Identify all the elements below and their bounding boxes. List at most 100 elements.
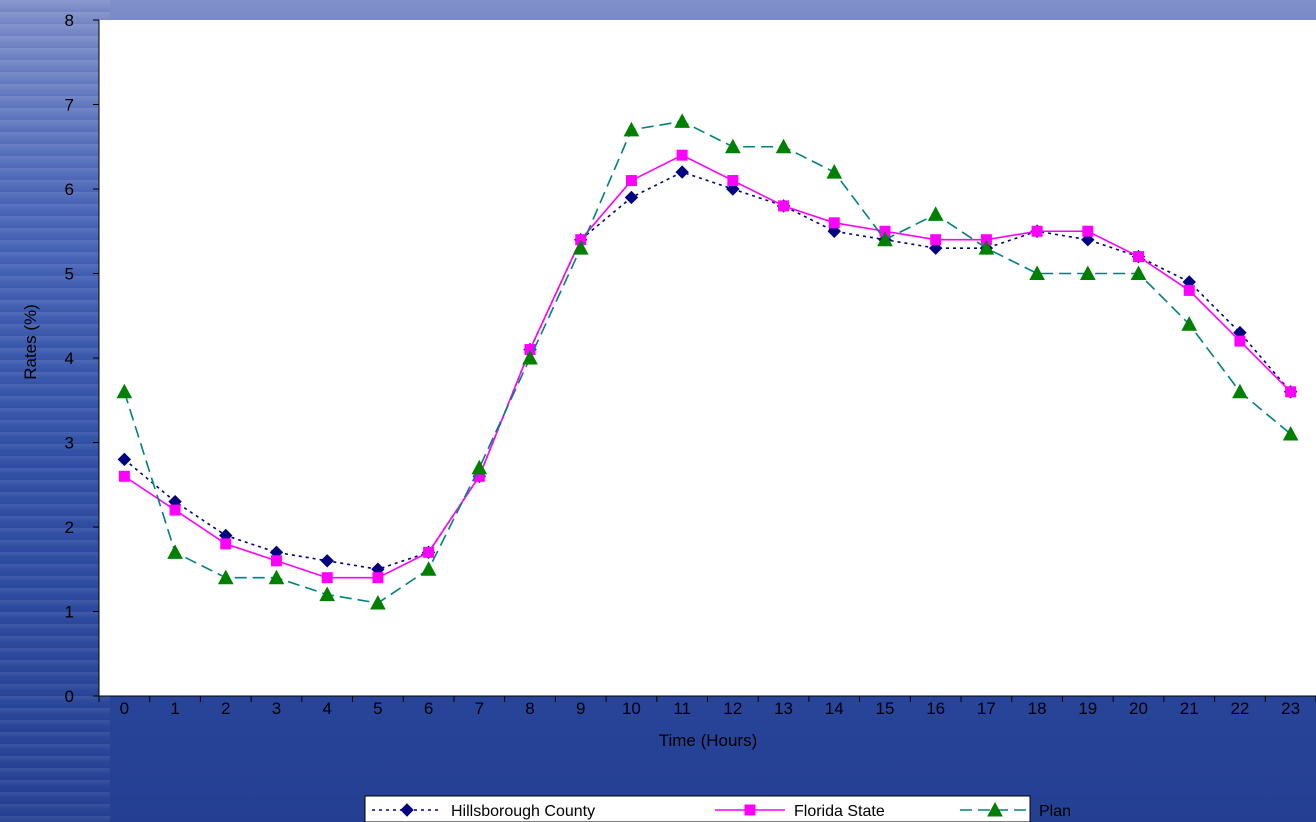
- x-tick-label: 11: [673, 699, 691, 718]
- data-point: [420, 561, 437, 576]
- data-point: [927, 206, 944, 221]
- data-point: [1181, 316, 1198, 331]
- data-point: [1183, 284, 1195, 296]
- x-tick-label: 12: [723, 699, 742, 718]
- data-point: [372, 572, 384, 584]
- data-point: [270, 555, 282, 567]
- x-tick-label: 15: [876, 699, 895, 718]
- data-point: [826, 164, 843, 179]
- x-tick-label: 20: [1129, 699, 1148, 718]
- y-tick-label: 7: [65, 96, 74, 115]
- legend-label: Hillsborough County: [451, 803, 595, 820]
- x-tick-label: 22: [1230, 699, 1249, 718]
- x-tick-label: 3: [272, 699, 281, 718]
- data-point: [675, 165, 689, 179]
- x-tick-label: 4: [322, 699, 331, 718]
- series-line: [123, 171, 1292, 571]
- x-tick-label: 18: [1028, 699, 1047, 718]
- x-tick-label: 7: [475, 699, 484, 718]
- data-point: [1282, 425, 1299, 441]
- data-point: [624, 190, 639, 205]
- x-tick-label: 14: [825, 699, 844, 718]
- data-point: [220, 538, 232, 550]
- axes: [93, 19, 1316, 702]
- y-tick-label: 0: [65, 687, 74, 706]
- data-point: [522, 349, 538, 365]
- data-point: [877, 231, 893, 247]
- x-tick-label: 1: [170, 699, 179, 718]
- x-tick-label: 8: [525, 699, 534, 718]
- data-point: [978, 240, 995, 255]
- background-water: [0, 0, 110, 822]
- data-point: [217, 569, 234, 585]
- data-point: [676, 149, 688, 161]
- x-tick-label: 2: [221, 699, 230, 718]
- data-point: [930, 234, 942, 246]
- data-point: [1232, 383, 1248, 399]
- series-plan: [116, 113, 1299, 610]
- data-point: [320, 554, 334, 568]
- y-tick-label: 5: [65, 265, 74, 284]
- data-point: [775, 138, 792, 154]
- data-point: [778, 200, 790, 212]
- legend-label: Florida State: [794, 803, 885, 820]
- data-point: [471, 459, 488, 475]
- legend-marker: [400, 803, 414, 817]
- data-point: [1285, 386, 1297, 398]
- data-point: [423, 546, 435, 558]
- data-point: [1130, 265, 1147, 280]
- data-point: [321, 572, 333, 584]
- data-point: [674, 113, 690, 128]
- data-point: [1079, 265, 1096, 280]
- data-point: [319, 586, 336, 602]
- y-tick-label: 1: [65, 603, 74, 622]
- data-point: [117, 452, 132, 467]
- x-tick-label: 9: [576, 699, 585, 718]
- y-axis-title: Rates (%): [21, 304, 40, 380]
- data-point: [1133, 251, 1145, 263]
- legend-label: Plan: [1039, 803, 1071, 820]
- series-line: [123, 120, 1292, 604]
- series-layer: [116, 113, 1299, 610]
- legend: Hillsborough County Florida State Plan: [364, 795, 1071, 822]
- x-tick-label: 0: [120, 699, 129, 718]
- data-point: [169, 504, 181, 516]
- data-point: [268, 569, 285, 585]
- x-axis-title: Time (Hours): [659, 731, 758, 750]
- data-point: [167, 544, 183, 559]
- data-point: [828, 217, 840, 229]
- data-point: [625, 175, 637, 187]
- y-tick-label: 2: [65, 518, 74, 537]
- x-tick-labels: 0 1 2 3 4 5 6 7 8 9 10 11 12 13 14 15 16 17 18 19 20 21 22 23: [120, 699, 1300, 718]
- data-point: [1031, 225, 1043, 237]
- data-point: [725, 138, 741, 154]
- y-tick-label: 3: [65, 434, 74, 453]
- data-point: [1082, 225, 1094, 237]
- data-point: [370, 594, 386, 610]
- data-point: [727, 175, 739, 187]
- y-tick-labels: 0 1 2 3 4 5 6 7 8: [65, 11, 74, 706]
- data-point: [623, 121, 640, 137]
- legend-marker: [744, 804, 756, 816]
- plot-area: [99, 20, 1316, 696]
- data-point: [572, 240, 589, 255]
- x-tick-label: 5: [373, 699, 382, 718]
- y-tick-label: 8: [65, 11, 74, 30]
- x-tick-label: 6: [424, 699, 433, 718]
- x-tick-label: 17: [977, 699, 996, 718]
- x-tick-label: 19: [1078, 699, 1097, 718]
- x-tick-label: 13: [774, 699, 793, 718]
- y-tick-label: 4: [65, 349, 74, 368]
- data-point: [116, 383, 133, 399]
- x-tick-label: 21: [1180, 699, 1199, 718]
- legend-marker: [987, 801, 1003, 817]
- legend-box: [364, 795, 1031, 822]
- data-point: [118, 470, 130, 482]
- series-line: [123, 154, 1292, 579]
- data-point: [1029, 265, 1045, 280]
- y-tick-label: 6: [65, 180, 74, 199]
- x-tick-label: 23: [1281, 699, 1300, 718]
- data-point: [1234, 335, 1246, 347]
- x-tick-label: 10: [622, 699, 641, 718]
